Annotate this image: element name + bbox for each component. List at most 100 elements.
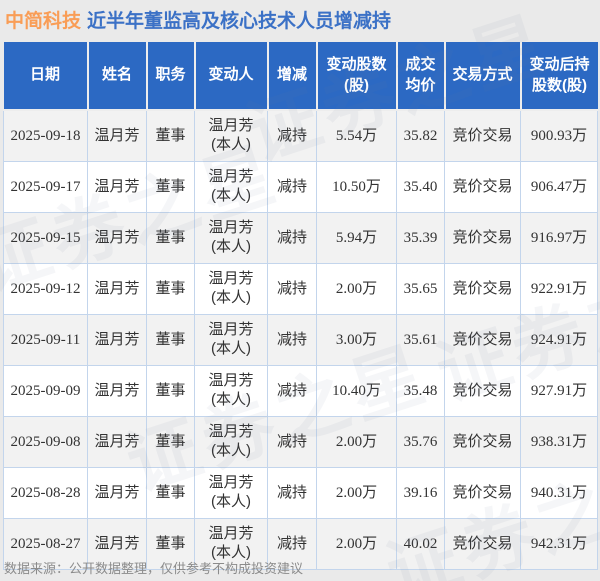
cell-position: 董事	[146, 518, 195, 570]
cell-method: 竞价交易	[444, 416, 521, 468]
cell-date: 2025-09-12	[3, 263, 88, 315]
cell-shares: 10.50万	[316, 161, 397, 213]
cell-action: 减持	[267, 263, 317, 315]
cell-position: 董事	[146, 212, 195, 264]
table-row: 2025-09-18 温月芳 董事 温月芳 (本人) 减持 5.54万 35.82 竞价交易 90…	[3, 109, 598, 162]
page-title: 中简科技 近半年董监高及核心技术人员增减持	[5, 6, 391, 33]
cell-person: 温月芳 (本人)	[194, 365, 268, 417]
cell-action: 减持	[267, 467, 317, 519]
cell-after: 906.47万	[520, 161, 598, 213]
cell-price: 40.02	[396, 518, 445, 570]
cell-action: 减持	[267, 161, 317, 213]
cell-method: 竞价交易	[444, 263, 521, 315]
cell-action: 减持	[267, 416, 317, 468]
cell-shares: 5.54万	[316, 109, 397, 162]
table-row: 2025-09-17 温月芳 董事 温月芳 (本人) 减持 10.50万 35.40 竞价交易 9…	[3, 161, 598, 213]
cell-price: 35.65	[396, 263, 445, 315]
cell-date: 2025-09-08	[3, 416, 88, 468]
report-title: 近半年董监高及核心技术人员增减持	[87, 11, 392, 32]
cell-method: 竞价交易	[444, 365, 521, 417]
cell-shares: 3.00万	[316, 314, 397, 366]
cell-name: 温月芳	[87, 467, 147, 519]
column-header-0: 日期	[3, 42, 89, 111]
cell-after: 922.91万	[520, 263, 598, 315]
cell-price: 39.16	[396, 467, 445, 519]
cell-date: 2025-09-09	[3, 365, 88, 417]
cell-position: 董事	[146, 365, 195, 417]
cell-name: 温月芳	[87, 109, 147, 162]
cell-after: 940.31万	[520, 467, 598, 519]
cell-method: 竞价交易	[444, 314, 521, 366]
cell-shares: 10.40万	[316, 365, 397, 417]
cell-action: 减持	[267, 109, 317, 162]
cell-name: 温月芳	[87, 212, 147, 264]
cell-after: 927.91万	[520, 365, 598, 417]
column-header-1: 姓名	[87, 42, 148, 111]
cell-shares: 2.00万	[316, 263, 397, 315]
cell-price: 35.48	[396, 365, 445, 417]
cell-date: 2025-08-28	[3, 467, 88, 519]
cell-action: 减持	[267, 212, 317, 264]
cell-date: 2025-08-27	[3, 518, 88, 570]
column-header-2: 职务	[146, 42, 196, 111]
cell-position: 董事	[146, 467, 195, 519]
table-body: 2025-09-18 温月芳 董事 温月芳 (本人) 减持 5.54万 35.82 竞价交易 90…	[3, 109, 598, 570]
cell-name: 温月芳	[87, 314, 147, 366]
cell-price: 35.61	[396, 314, 445, 366]
table-row: 2025-08-27 温月芳 董事 温月芳 (本人) 减持 2.00万 40.02 竞价交易 94…	[3, 518, 598, 570]
cell-name: 温月芳	[87, 161, 147, 213]
cell-after: 924.91万	[520, 314, 598, 366]
holdings-change-table: 日期 姓名 职务 变动人 增减 变动股数(股) 成交均价 交易方式 变动后持股数(股) 2025…	[3, 42, 598, 570]
table-row: 2025-08-28 温月芳 董事 温月芳 (本人) 减持 2.00万 39.16 竞价交易 94…	[3, 467, 598, 519]
cell-method: 竞价交易	[444, 109, 521, 162]
cell-position: 董事	[146, 263, 195, 315]
cell-shares: 5.94万	[316, 212, 397, 264]
stock-name: 中简科技	[5, 11, 82, 32]
table-row: 2025-09-08 温月芳 董事 温月芳 (本人) 减持 2.00万 35.76 竞价交易 93…	[3, 416, 598, 468]
cell-method: 竞价交易	[444, 467, 521, 519]
cell-position: 董事	[146, 109, 195, 162]
cell-shares: 2.00万	[316, 518, 397, 570]
cell-person: 温月芳 (本人)	[194, 109, 268, 162]
cell-person: 温月芳 (本人)	[194, 467, 268, 519]
cell-shares: 2.00万	[316, 416, 397, 468]
cell-shares: 2.00万	[316, 467, 397, 519]
cell-position: 董事	[146, 416, 195, 468]
column-header-7: 交易方式	[444, 42, 522, 111]
cell-person: 温月芳 (本人)	[194, 416, 268, 468]
cell-date: 2025-09-15	[3, 212, 88, 264]
column-header-5: 变动股数(股)	[316, 42, 398, 111]
cell-name: 温月芳	[87, 263, 147, 315]
cell-method: 竞价交易	[444, 212, 521, 264]
data-source-note: 数据来源：公开数据整理，仅供参考不构成投资建议	[4, 561, 304, 576]
cell-date: 2025-09-18	[3, 109, 88, 162]
cell-after: 938.31万	[520, 416, 598, 468]
cell-person: 温月芳 (本人)	[194, 263, 268, 315]
cell-method: 竞价交易	[444, 518, 521, 570]
cell-action: 减持	[267, 365, 317, 417]
column-header-6: 成交均价	[396, 42, 446, 111]
column-header-3: 变动人	[194, 42, 269, 111]
cell-name: 温月芳	[87, 365, 147, 417]
cell-date: 2025-09-11	[3, 314, 88, 366]
cell-name: 温月芳	[87, 416, 147, 468]
table-row: 2025-09-09 温月芳 董事 温月芳 (本人) 减持 10.40万 35.48 竞价交易 9…	[3, 365, 598, 417]
cell-price: 35.39	[396, 212, 445, 264]
cell-date: 2025-09-17	[3, 161, 88, 213]
column-header-4: 增减	[267, 42, 318, 111]
table-header-row: 日期 姓名 职务 变动人 增减 变动股数(股) 成交均价 交易方式 变动后持股数(股)	[3, 42, 598, 111]
cell-position: 董事	[146, 314, 195, 366]
cell-price: 35.76	[396, 416, 445, 468]
table-row: 2025-09-15 温月芳 董事 温月芳 (本人) 减持 5.94万 35.39 竞价交易 91…	[3, 212, 598, 264]
cell-person: 温月芳 (本人)	[194, 161, 268, 213]
cell-after: 900.93万	[520, 109, 598, 162]
cell-action: 减持	[267, 518, 317, 570]
cell-price: 35.82	[396, 109, 445, 162]
table-row: 2025-09-11 温月芳 董事 温月芳 (本人) 减持 3.00万 35.61 竞价交易 92…	[3, 314, 598, 366]
cell-action: 减持	[267, 314, 317, 366]
cell-person: 温月芳 (本人)	[194, 314, 268, 366]
cell-position: 董事	[146, 161, 195, 213]
cell-after: 916.97万	[520, 212, 598, 264]
column-header-8: 变动后持股数(股)	[520, 42, 598, 111]
cell-person: 温月芳 (本人)	[194, 212, 268, 264]
